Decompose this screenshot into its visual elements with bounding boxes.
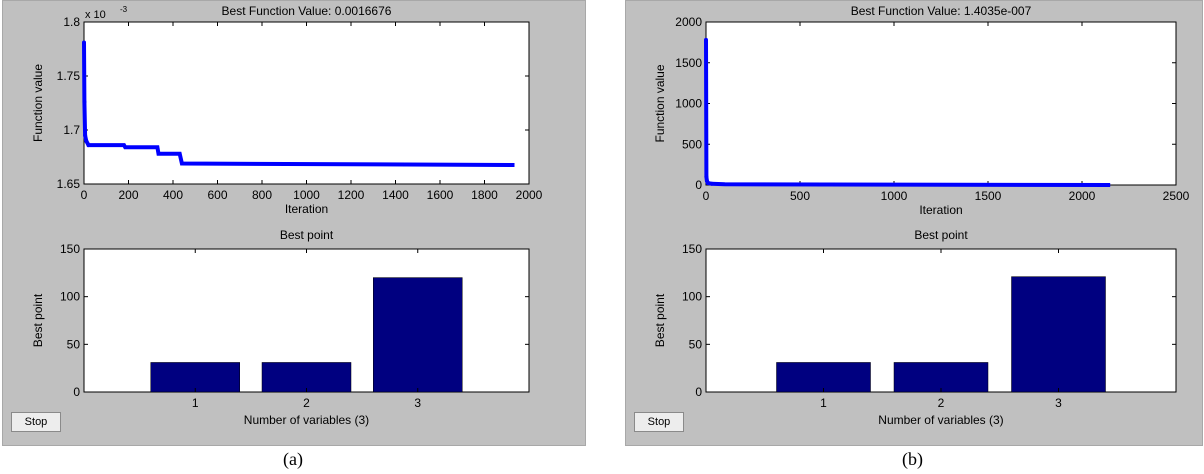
- y-tick-label: 1.7: [63, 123, 80, 137]
- y-tick-label: 1.75: [57, 69, 81, 83]
- axis-exponent-label: x 10: [85, 9, 106, 21]
- data-point: [82, 40, 86, 45]
- x-tick-label: 1200: [338, 188, 365, 202]
- x-tick-label: 500: [790, 189, 810, 203]
- x-axis-label: Iteration: [285, 202, 328, 216]
- x-tick-label: 1000: [293, 188, 320, 202]
- data-point: [709, 181, 714, 186]
- function-value-series: [82, 42, 515, 167]
- y-tick-label: 1.8: [63, 15, 80, 29]
- bar-variable-1: [776, 362, 871, 393]
- y-tick-label: 100: [682, 290, 702, 304]
- data-point: [83, 133, 88, 138]
- x-tick-label: 200: [118, 188, 138, 202]
- plot-area: [705, 21, 1177, 186]
- x-tick-label: 400: [163, 188, 183, 202]
- figure-a-canvas: Best Function Value: 0.0016676 0 200 400 600…: [31, 4, 543, 427]
- y-tick-label: 0: [695, 385, 702, 399]
- x-tick-label: 1000: [881, 189, 908, 203]
- bar-plot-title: Best point: [280, 228, 334, 242]
- y-tick-label: 100: [60, 290, 80, 304]
- x-tick-label: 1600: [427, 188, 454, 202]
- x-axis-label: Iteration: [919, 203, 962, 217]
- figure-caption-b: (b): [902, 449, 923, 469]
- y-tick-label: 2000: [675, 15, 702, 29]
- y-tick-label: 0: [695, 178, 702, 192]
- bar-variable-1: [150, 362, 240, 393]
- x-tick-label: 800: [252, 188, 272, 202]
- data-point: [704, 37, 708, 42]
- x-tick-label: 2000: [1069, 189, 1096, 203]
- x-tick-label: 2: [303, 396, 310, 410]
- bar-variable-2: [893, 362, 989, 393]
- y-tick-label: 1500: [675, 56, 702, 70]
- y-tick-label: 50: [689, 337, 703, 351]
- data-point: [84, 138, 89, 143]
- data-point: [82, 99, 87, 104]
- bar-variable-3: [1011, 276, 1106, 393]
- data-point: [704, 174, 709, 179]
- x-tick-label: 1: [192, 396, 199, 410]
- data-point: [86, 143, 91, 148]
- plot-area: [83, 21, 530, 185]
- bar-x-axis-label: Number of variables (3): [878, 413, 1003, 427]
- y-tick-label: 0: [73, 385, 80, 399]
- stop-button[interactable]: Stop: [634, 412, 684, 432]
- y-tick-label: 1.65: [57, 177, 81, 191]
- figure-caption-a: (a): [283, 449, 303, 469]
- bar-variable-2: [261, 362, 352, 393]
- x-tick-label: 0: [81, 188, 88, 202]
- stop-button[interactable]: Stop: [11, 412, 61, 432]
- bar-y-axis-label: Best point: [31, 293, 45, 347]
- x-tick-label: 2: [938, 396, 945, 410]
- x-tick-label: 1500: [975, 189, 1002, 203]
- y-tick-label: 150: [682, 242, 702, 256]
- figure-panel-a: Best Function Value: 0.0016676 0 200 400 600…: [2, 0, 586, 446]
- x-tick-label: 1400: [382, 188, 409, 202]
- data-point: [705, 180, 710, 185]
- plot-title: Best Function Value: 0.0016676: [222, 4, 392, 18]
- x-tick-label: 1: [820, 396, 827, 410]
- y-tick-label: 1000: [675, 97, 702, 111]
- plot-title: Best Function Value: 1.4035e-007: [851, 4, 1032, 18]
- y-tick-label: 500: [682, 137, 702, 151]
- figure-panel-b: Best Function Value: 1.4035e-007 0 500 1000…: [625, 0, 1203, 446]
- x-tick-label: 2000: [516, 188, 543, 202]
- bar-x-axis-label: Number of variables (3): [244, 413, 369, 427]
- bar-variable-3: [373, 277, 463, 393]
- y-tick-label: 150: [60, 242, 80, 256]
- x-tick-label: 3: [414, 396, 421, 410]
- bar-y-axis-label: Best point: [653, 293, 667, 347]
- x-tick-label: 0: [703, 189, 710, 203]
- y-tick-label: 50: [67, 337, 81, 351]
- x-tick-label: 1800: [471, 188, 498, 202]
- x-tick-label: 600: [207, 188, 227, 202]
- y-axis-label: Function value: [31, 64, 45, 142]
- axis-exponent-power: -3: [120, 5, 128, 14]
- bar-plot-title: Best point: [914, 228, 968, 242]
- y-axis-label: Function value: [653, 64, 667, 142]
- x-tick-label: 3: [1055, 396, 1062, 410]
- x-tick-label: 2500: [1163, 189, 1190, 203]
